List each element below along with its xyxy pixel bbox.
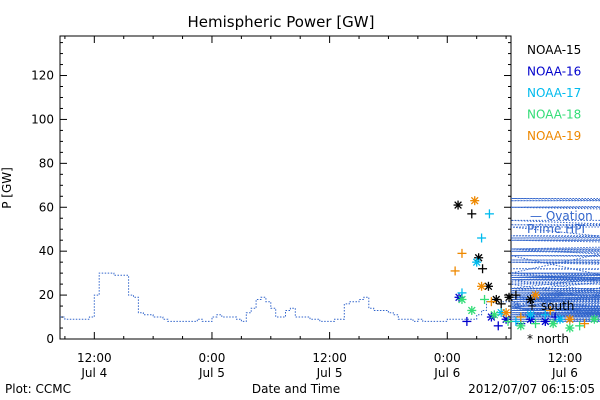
x-tick-time-label: 12:00 xyxy=(548,351,583,365)
x-tick-date-label: Jul 6 xyxy=(551,366,578,380)
ovation-prime-hpi-line xyxy=(60,198,600,322)
point-noaa-18-south xyxy=(575,321,585,331)
point-noaa-15-north xyxy=(491,294,501,304)
point-noaa-17-north xyxy=(526,310,536,320)
point-noaa-18-south xyxy=(480,294,490,304)
point-noaa-18-north xyxy=(589,314,599,324)
point-noaa-18-north xyxy=(467,305,477,315)
plot-area xyxy=(59,35,512,340)
x-tick-time-label: 0:00 xyxy=(198,351,225,365)
point-noaa-18-south xyxy=(531,319,541,329)
y-axis: 0 20 40 60 80 100 120 xyxy=(31,42,511,346)
point-noaa-17-south xyxy=(484,209,494,219)
point-noaa-15-south xyxy=(496,299,506,309)
plot-timestamp: 2012/07/07 06:15:05 xyxy=(468,382,595,396)
point-noaa-19-south xyxy=(516,312,526,322)
point-noaa-17-south xyxy=(540,310,550,320)
y-tick-label: 20 xyxy=(39,288,54,302)
point-noaa-19-south xyxy=(580,319,590,329)
point-noaa-17-north xyxy=(555,314,565,324)
point-noaa-19-north xyxy=(531,290,541,300)
point-noaa-18-north xyxy=(565,323,575,333)
point-noaa-16-south xyxy=(462,316,472,326)
point-noaa-15-south xyxy=(511,290,521,300)
point-noaa-18-north xyxy=(548,319,558,329)
point-noaa-15-south xyxy=(467,209,477,219)
x-tick-date-label: Jul 5 xyxy=(316,366,343,380)
ovation-legend: — Ovation Prime HPI xyxy=(527,209,593,236)
ovation-legend-line-2: Prime HPI xyxy=(527,222,585,236)
satellite-points xyxy=(450,196,599,333)
legend: NOAA-15 NOAA-16 NOAA-17 NOAA-18 NOAA-19 xyxy=(527,43,581,143)
x-axis-label: Date and Time xyxy=(252,382,340,396)
x-tick-date-label: Jul 4 xyxy=(80,366,107,380)
point-noaa-19-north xyxy=(565,314,575,324)
legend-item-noaa-15: NOAA-15 xyxy=(527,43,581,57)
x-tick-date-label: Jul 5 xyxy=(198,366,225,380)
point-noaa-18-north xyxy=(457,294,467,304)
point-noaa-18-north xyxy=(516,321,526,331)
point-noaa-19-south xyxy=(486,297,496,307)
plot-credit: Plot: CCMC xyxy=(5,382,71,396)
legend-item-noaa-18: NOAA-18 xyxy=(527,108,581,122)
y-tick-label: 60 xyxy=(39,200,54,214)
y-tick-label: 120 xyxy=(31,69,54,83)
point-noaa-19-north xyxy=(470,196,480,206)
point-noaa-17-north xyxy=(472,257,482,267)
point-noaa-16-south xyxy=(493,321,503,331)
south-marker-legend: + south xyxy=(527,299,574,313)
north-marker-legend: * north xyxy=(527,332,569,346)
point-noaa-19-south xyxy=(545,305,555,315)
point-noaa-17-south xyxy=(511,316,521,326)
point-noaa-18-south xyxy=(503,316,513,326)
point-noaa-19-south xyxy=(457,248,467,258)
x-tick-date-label: Jul 6 xyxy=(433,366,460,380)
point-noaa-19-north xyxy=(477,281,487,291)
legend-item-noaa-17: NOAA-17 xyxy=(527,86,581,100)
legend-item-noaa-19: NOAA-19 xyxy=(527,129,581,143)
x-tick-time-label: 0:00 xyxy=(434,351,461,365)
point-noaa-17-south xyxy=(477,233,487,243)
y-tick-label: 100 xyxy=(31,112,54,126)
chart-title: Hemispheric Power [GW] xyxy=(188,13,375,31)
ovation-legend-line-1: — Ovation xyxy=(530,209,593,223)
x-tick-time-label: 12:00 xyxy=(77,351,112,365)
y-tick-label: 40 xyxy=(39,244,54,258)
point-noaa-15-south xyxy=(478,264,488,274)
y-tick-label: 80 xyxy=(39,156,54,170)
point-noaa-19-north xyxy=(501,308,511,318)
point-noaa-18-north xyxy=(489,310,499,320)
point-noaa-15-north xyxy=(453,200,463,210)
point-noaa-15-north xyxy=(504,292,514,302)
point-noaa-19-south xyxy=(450,266,460,276)
y-axis-label: P [GW] xyxy=(0,167,14,209)
y-tick-label: 0 xyxy=(46,332,54,346)
x-tick-time-label: 12:00 xyxy=(312,351,347,365)
point-noaa-15-north xyxy=(474,253,484,263)
legend-item-noaa-16: NOAA-16 xyxy=(527,65,581,79)
